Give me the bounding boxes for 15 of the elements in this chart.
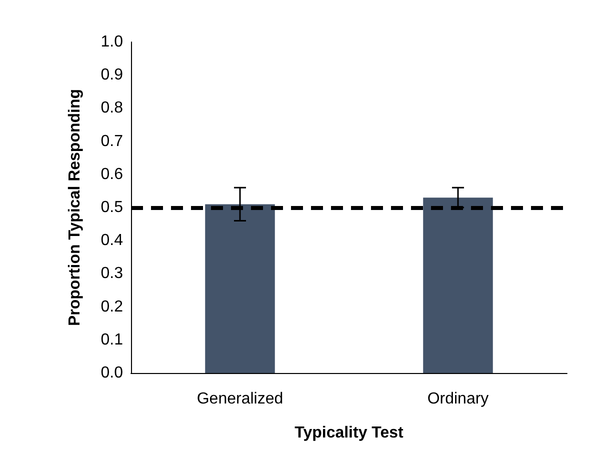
y-tick-label: 0.3	[100, 265, 124, 282]
y-tick-label: 0.0	[100, 364, 124, 382]
x-tick-label: Ordinary	[427, 390, 489, 408]
y-tick-label: 0.5	[100, 199, 124, 216]
y-tick-label: 0.1	[100, 331, 124, 348]
y-tick-label: 0.7	[100, 132, 124, 150]
y-tick-label: 0.4	[100, 232, 124, 250]
y-tick-label: 0.2	[100, 298, 124, 316]
y-tick-label: 1.0	[100, 34, 124, 50]
y-tick-label: 0.6	[100, 166, 124, 183]
x-tick-label: Generalized	[196, 390, 284, 408]
y-tick-label: 0.8	[100, 100, 124, 117]
y-axis-title: Proportion Typical Responding	[66, 88, 84, 326]
y-tick-label: 0.9	[100, 66, 124, 84]
x-axis-title: Typicality Test	[294, 424, 404, 442]
